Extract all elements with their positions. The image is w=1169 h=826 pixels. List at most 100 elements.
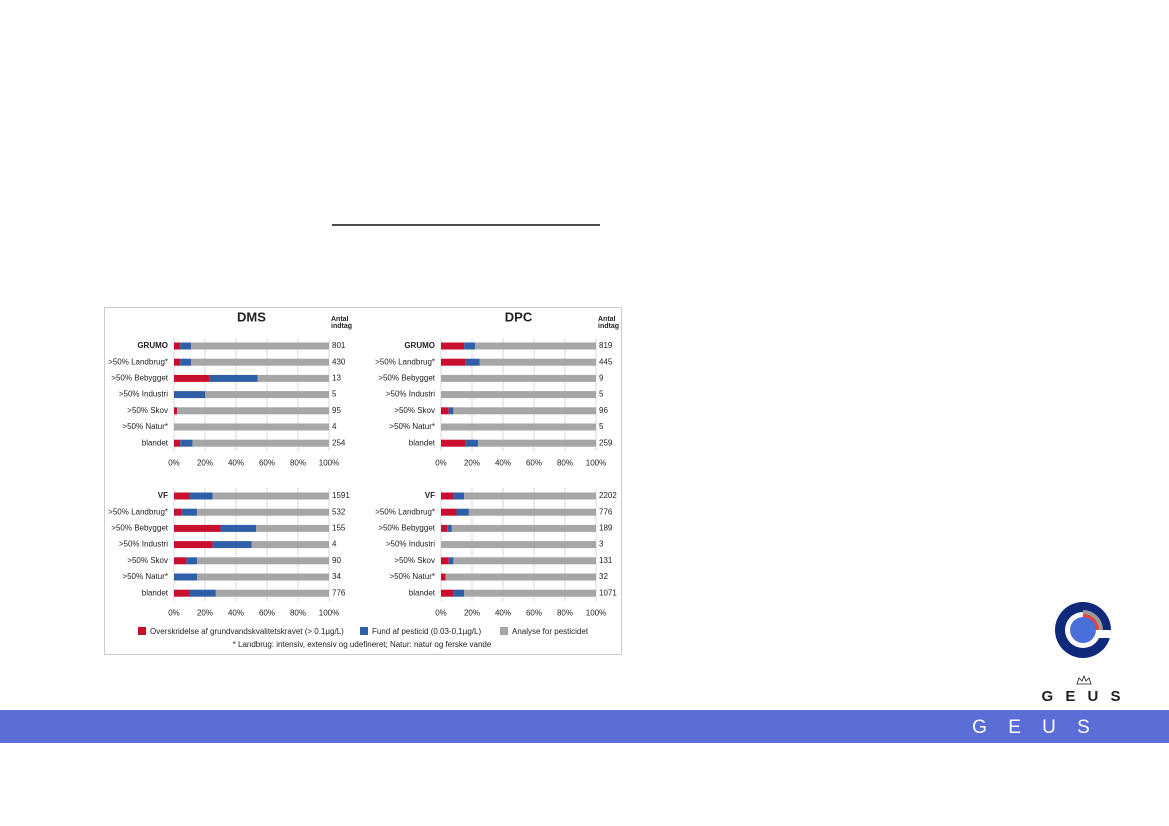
- bar-segment: [174, 557, 187, 565]
- bar-segment: [447, 524, 452, 532]
- bar-segment: [174, 407, 178, 415]
- x-tick-label: 0%: [168, 458, 180, 467]
- count-label: 445: [599, 357, 613, 366]
- bar-segment: [441, 439, 466, 447]
- bar-segment: [465, 439, 479, 447]
- category-label: >50% Skov: [394, 406, 435, 415]
- x-tick-label: 40%: [495, 458, 511, 467]
- bar-segment: [256, 524, 329, 532]
- count-label: 3: [599, 540, 604, 549]
- bar-segment: [174, 391, 205, 399]
- category-label: GRUMO: [404, 341, 435, 350]
- bar-segment: [212, 492, 329, 500]
- count-label: 259: [599, 438, 613, 447]
- bar-segment: [174, 573, 198, 581]
- bar-segment: [197, 573, 329, 581]
- bar-segment: [189, 492, 213, 500]
- count-label: 776: [332, 588, 346, 597]
- count-label: 189: [599, 524, 613, 533]
- count-header: Antal indtag: [331, 316, 352, 330]
- x-tick-label: 20%: [464, 608, 480, 617]
- x-tick-label: 0%: [435, 608, 447, 617]
- bar-segment: [189, 589, 216, 597]
- bar-segment: [479, 358, 596, 366]
- count-label: 4: [332, 540, 337, 549]
- legend-label: Analyse for pesticidet: [512, 627, 589, 636]
- bar-segment: [191, 358, 329, 366]
- count-label: 5: [599, 422, 604, 431]
- bar-segment: [453, 407, 596, 415]
- count-label: 5: [599, 390, 604, 399]
- x-tick-label: 60%: [259, 608, 275, 617]
- bar-segment: [441, 524, 448, 532]
- x-tick-label: 40%: [495, 608, 511, 617]
- bar-segment: [478, 439, 596, 447]
- x-tick-label: 60%: [526, 458, 542, 467]
- bar-segment: [453, 492, 465, 500]
- x-tick-label: 80%: [557, 458, 573, 467]
- x-tick-label: 20%: [464, 458, 480, 467]
- bar-segment: [456, 508, 469, 516]
- bar-segment: [441, 391, 596, 399]
- bar-segment: [448, 407, 454, 415]
- category-label: >50% Landbrug*: [108, 357, 168, 366]
- bar-segment: [197, 557, 329, 565]
- bar-segment: [475, 342, 596, 350]
- bar-segment: [464, 342, 476, 350]
- bar-segment: [441, 573, 446, 581]
- category-label: blandet: [142, 588, 169, 597]
- footnote: * Landbrug: intensiv, extensiv og udefin…: [233, 640, 492, 649]
- category-label: >50% Natur*: [389, 572, 435, 581]
- bar-segment: [174, 358, 181, 366]
- legend-label: Overskridelse af grundvandskvalitetskrav…: [150, 627, 344, 636]
- logo-text: G E U S: [1041, 688, 1124, 705]
- count-label: 96: [599, 406, 608, 415]
- x-tick-label: 100%: [319, 608, 339, 617]
- category-label: >50% Landbrug*: [108, 507, 168, 516]
- x-tick-label: 40%: [228, 458, 244, 467]
- category-label: >50% Natur*: [122, 422, 168, 431]
- category-label: >50% Industri: [386, 390, 435, 399]
- count-label: 155: [332, 524, 346, 533]
- bar-segment: [451, 524, 596, 532]
- bar-segment: [441, 589, 454, 597]
- count-label: 4: [332, 422, 337, 431]
- bar-segment: [174, 374, 210, 382]
- bar-segment: [174, 589, 190, 597]
- category-label: >50% Bebygget: [378, 524, 435, 533]
- category-label: VF: [158, 491, 168, 500]
- x-tick-label: 20%: [197, 608, 213, 617]
- category-label: >50% Bebygget: [378, 374, 435, 383]
- bar-segment: [441, 358, 466, 366]
- bar-segment: [453, 557, 596, 565]
- category-label: >50% Skov: [127, 406, 168, 415]
- count-label: 9: [599, 374, 604, 383]
- x-tick-label: 100%: [586, 608, 606, 617]
- count-header: Antal indtag: [598, 316, 619, 330]
- count-label: 801: [332, 341, 346, 350]
- category-label: blandet: [409, 588, 436, 597]
- count-header-box: Antal indtag: [331, 316, 352, 330]
- bar-segment: [174, 423, 329, 431]
- x-tick-label: 80%: [557, 608, 573, 617]
- count-label: 5: [332, 390, 337, 399]
- footer-bar: [0, 710, 1169, 743]
- bar-segment: [441, 407, 449, 415]
- bar-segment: [177, 407, 329, 415]
- x-tick-label: 100%: [319, 458, 339, 467]
- category-label: >50% Skov: [394, 556, 435, 565]
- chart-title: DMS: [237, 309, 266, 324]
- bar-segment: [441, 508, 457, 516]
- count-label: 430: [332, 357, 346, 366]
- bar-segment: [174, 508, 182, 516]
- bar-segment: [212, 541, 252, 549]
- category-label: >50% Industri: [119, 540, 168, 549]
- bar-segment: [445, 573, 596, 581]
- legend-label: Fund af pesticid (0.03-0,1µg/L): [372, 627, 481, 636]
- x-tick-label: 60%: [526, 608, 542, 617]
- bar-segment: [205, 391, 329, 399]
- category-label: >50% Bebygget: [111, 374, 168, 383]
- bar-segment: [441, 541, 596, 549]
- count-label: 32: [599, 572, 608, 581]
- count-label: 819: [599, 341, 613, 350]
